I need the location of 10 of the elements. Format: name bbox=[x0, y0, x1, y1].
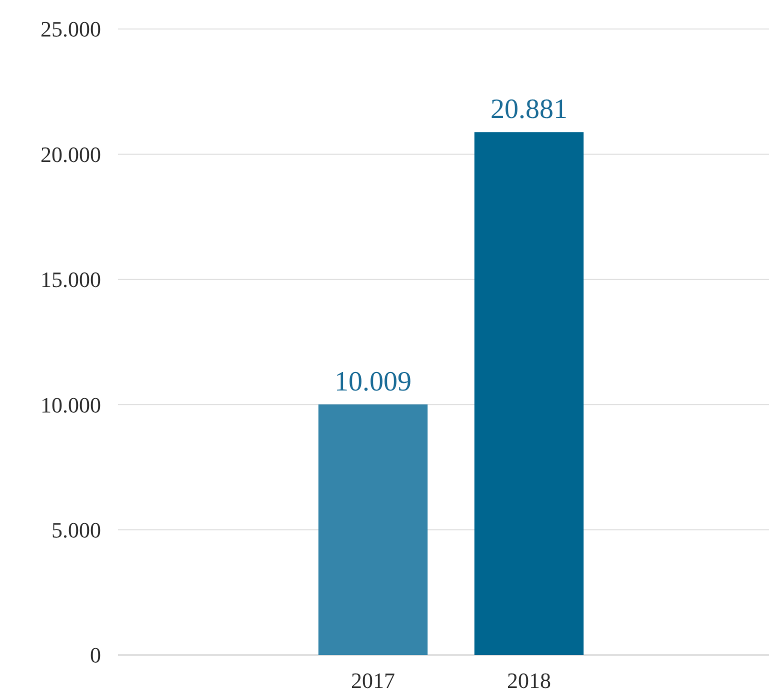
x-tick-label: 2018 bbox=[507, 668, 551, 691]
y-tick-label: 25.000 bbox=[40, 16, 101, 42]
y-tick-label: 15.000 bbox=[40, 267, 101, 292]
data-label: 20.881 bbox=[490, 94, 568, 126]
x-tick-label: 2017 bbox=[351, 668, 395, 691]
y-tick-label: 10.000 bbox=[40, 392, 101, 418]
y-tick-label: 20.000 bbox=[40, 142, 101, 167]
y-tick-label: 5.000 bbox=[52, 518, 101, 542]
data-label: 10.009 bbox=[334, 366, 412, 398]
y-tick-label: 0 bbox=[90, 642, 101, 668]
